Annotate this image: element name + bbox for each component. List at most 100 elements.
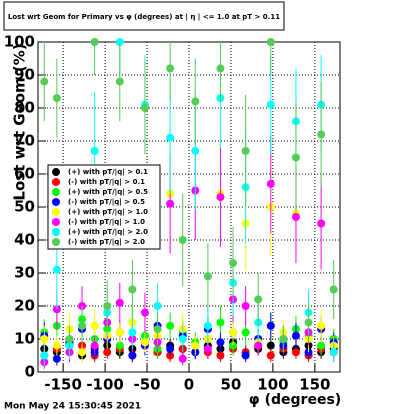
y-tick-label: 80 — [14, 99, 35, 117]
timestamp: Mon May 24 15:30:45 2021 — [4, 402, 141, 412]
point — [191, 146, 200, 155]
point — [216, 64, 225, 73]
point — [166, 199, 175, 208]
point — [203, 272, 212, 281]
point — [203, 344, 212, 353]
point — [128, 351, 137, 360]
legend-label: (-) with pT/|q| > 2.0 — [68, 238, 145, 247]
point — [40, 351, 49, 360]
x-tick-label: 50 — [221, 376, 242, 394]
point — [90, 146, 99, 155]
point — [52, 341, 61, 350]
legend-label: (-) with pT/|q| > 1.0 — [68, 218, 145, 227]
point — [291, 348, 300, 357]
legend-label: (+) with pT/|q| > 2.0 — [68, 228, 148, 237]
x-tick-label: -100 — [86, 376, 124, 394]
title-box — [3, 1, 285, 31]
x-axis-label: φ (degrees) — [249, 392, 341, 408]
point — [52, 354, 61, 363]
point — [90, 341, 99, 350]
point — [40, 335, 49, 343]
point — [317, 341, 326, 350]
point — [140, 308, 149, 317]
point — [279, 335, 288, 343]
legend-box — [47, 164, 161, 250]
y-tick-label: 30 — [14, 264, 35, 282]
point — [128, 285, 137, 294]
point — [103, 348, 112, 357]
point — [216, 351, 225, 360]
y-tick-label: 70 — [14, 132, 35, 150]
point — [254, 341, 263, 350]
point — [191, 341, 200, 350]
point — [65, 335, 74, 343]
y-tick-label: 60 — [14, 165, 35, 183]
point — [291, 153, 300, 162]
legend-label: (+) with pT/|q| > 0.5 — [68, 188, 148, 197]
point — [329, 348, 338, 357]
point — [115, 298, 124, 307]
y-tick-label: 50 — [14, 198, 35, 216]
point — [178, 354, 187, 363]
point — [317, 219, 326, 228]
point — [178, 236, 187, 244]
point — [90, 321, 99, 330]
point — [166, 64, 175, 73]
point — [103, 302, 112, 310]
y-tick-label: 90 — [14, 66, 35, 84]
legend-marker — [52, 218, 60, 226]
point — [241, 146, 250, 155]
point — [266, 100, 275, 109]
point — [216, 193, 225, 202]
point — [166, 321, 175, 330]
point — [229, 259, 238, 268]
legend-marker — [52, 188, 60, 196]
y-tick-label: 10 — [14, 330, 35, 348]
x-tick-label: 150 — [299, 376, 330, 394]
point — [317, 130, 326, 139]
point — [128, 328, 137, 337]
point — [203, 321, 212, 330]
legend-marker — [52, 228, 60, 236]
point — [266, 341, 275, 350]
point — [153, 325, 162, 334]
point — [229, 328, 238, 337]
point — [254, 295, 263, 304]
legend-label: (-) with pT/|q| > 0.5 — [68, 198, 145, 207]
point — [266, 38, 275, 46]
point — [329, 285, 338, 294]
point — [166, 344, 175, 353]
y-axis-label: Lost wrt Geom (%) — [11, 43, 29, 200]
point — [317, 321, 326, 330]
legend-label: (+) with pT/|q| > 1.0 — [68, 208, 148, 217]
point — [52, 265, 61, 274]
legend-label: (-) with pT/|q| > 0.1 — [68, 178, 145, 187]
legend-marker — [52, 178, 60, 186]
point — [78, 348, 87, 357]
y-tick-label: 100 — [4, 33, 35, 51]
point — [266, 351, 275, 360]
point — [78, 321, 87, 330]
point — [291, 212, 300, 221]
point — [216, 338, 225, 347]
legend-marker — [52, 238, 60, 246]
point — [241, 351, 250, 360]
point — [140, 338, 149, 347]
legend-marker — [52, 208, 60, 216]
point — [115, 328, 124, 337]
point — [52, 94, 61, 103]
point — [216, 318, 225, 327]
point — [90, 38, 99, 46]
legend-label: (+) with pT/|q| > 0.1 — [68, 168, 148, 177]
x-tick-label: -50 — [134, 376, 161, 394]
point — [266, 321, 275, 330]
y-tick-label: 0 — [25, 363, 35, 381]
point — [40, 77, 49, 86]
x-tick-label: 0 — [184, 376, 194, 394]
point — [291, 331, 300, 340]
point — [241, 302, 250, 310]
point — [166, 133, 175, 142]
legend-marker — [52, 198, 60, 206]
y-tick-label: 40 — [14, 231, 35, 249]
